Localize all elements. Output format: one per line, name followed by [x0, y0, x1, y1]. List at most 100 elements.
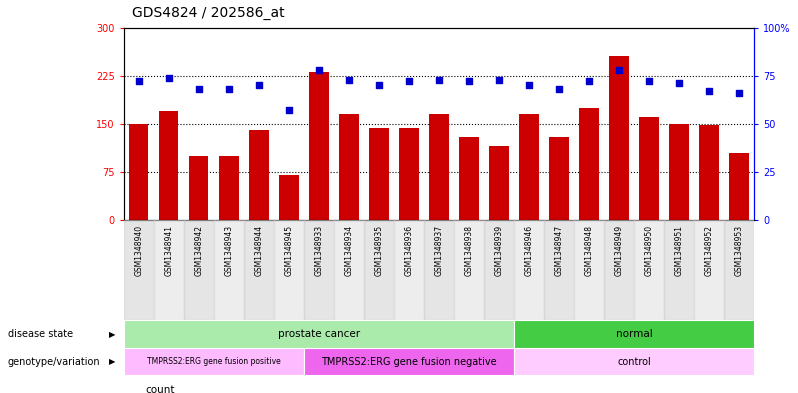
- Text: prostate cancer: prostate cancer: [278, 329, 360, 339]
- Text: GSM1348934: GSM1348934: [345, 225, 354, 276]
- Text: GSM1348935: GSM1348935: [374, 225, 383, 276]
- Bar: [309, 72, 329, 220]
- Text: count: count: [145, 385, 175, 393]
- Bar: [304, 348, 514, 375]
- Text: GSM1348939: GSM1348939: [495, 225, 504, 276]
- Bar: [634, 220, 664, 320]
- Bar: [609, 56, 629, 220]
- Point: [583, 78, 595, 84]
- Text: GSM1348950: GSM1348950: [645, 225, 654, 276]
- Text: GSM1348941: GSM1348941: [164, 225, 173, 276]
- Bar: [124, 220, 154, 320]
- Point: [342, 76, 355, 83]
- Bar: [369, 128, 389, 220]
- Point: [492, 76, 505, 83]
- Bar: [399, 128, 419, 220]
- Bar: [514, 348, 754, 375]
- Bar: [514, 220, 544, 320]
- Text: GSM1348936: GSM1348936: [405, 225, 413, 276]
- Bar: [459, 137, 479, 220]
- Bar: [664, 220, 694, 320]
- Point: [552, 86, 565, 92]
- Bar: [394, 220, 424, 320]
- Point: [132, 78, 145, 84]
- Text: TMPRSS2:ERG gene fusion positive: TMPRSS2:ERG gene fusion positive: [147, 357, 281, 366]
- Bar: [159, 111, 179, 220]
- Bar: [124, 320, 514, 348]
- Bar: [124, 348, 304, 375]
- Bar: [334, 220, 364, 320]
- Bar: [729, 152, 749, 220]
- Point: [613, 67, 626, 73]
- Point: [162, 74, 175, 81]
- Bar: [424, 220, 454, 320]
- Bar: [249, 130, 269, 220]
- Point: [673, 80, 685, 86]
- Text: GSM1348948: GSM1348948: [584, 225, 594, 276]
- Point: [192, 86, 205, 92]
- Text: GSM1348942: GSM1348942: [194, 225, 203, 276]
- Text: GSM1348937: GSM1348937: [434, 225, 444, 276]
- Bar: [274, 220, 304, 320]
- Bar: [339, 114, 358, 220]
- Bar: [579, 108, 598, 220]
- Text: normal: normal: [615, 329, 653, 339]
- Text: genotype/variation: genotype/variation: [8, 356, 101, 367]
- Point: [313, 67, 326, 73]
- Text: GDS4824 / 202586_at: GDS4824 / 202586_at: [132, 6, 284, 20]
- Text: GSM1348938: GSM1348938: [464, 225, 473, 276]
- Bar: [304, 220, 334, 320]
- Text: GSM1348943: GSM1348943: [224, 225, 233, 276]
- Text: GSM1348945: GSM1348945: [284, 225, 294, 276]
- Text: disease state: disease state: [8, 329, 73, 339]
- Bar: [604, 220, 634, 320]
- Bar: [694, 220, 724, 320]
- Bar: [429, 114, 448, 220]
- Point: [282, 107, 295, 114]
- Bar: [364, 220, 394, 320]
- Text: ▶: ▶: [109, 330, 116, 338]
- Bar: [724, 220, 754, 320]
- Bar: [519, 114, 539, 220]
- Bar: [279, 175, 298, 220]
- Text: control: control: [617, 356, 651, 367]
- Text: GSM1348947: GSM1348947: [555, 225, 563, 276]
- Text: GSM1348933: GSM1348933: [314, 225, 323, 276]
- Point: [433, 76, 445, 83]
- Text: GSM1348940: GSM1348940: [134, 225, 143, 276]
- Point: [373, 82, 385, 88]
- Text: GSM1348946: GSM1348946: [524, 225, 533, 276]
- Bar: [129, 124, 148, 220]
- Bar: [574, 220, 604, 320]
- Point: [733, 90, 745, 96]
- Bar: [489, 146, 508, 220]
- Text: GSM1348944: GSM1348944: [255, 225, 263, 276]
- Bar: [184, 220, 214, 320]
- Text: GSM1348949: GSM1348949: [614, 225, 623, 276]
- Text: TMPRSS2:ERG gene fusion negative: TMPRSS2:ERG gene fusion negative: [321, 356, 496, 367]
- Bar: [154, 220, 184, 320]
- Point: [252, 82, 265, 88]
- Bar: [243, 220, 274, 320]
- Bar: [544, 220, 574, 320]
- Point: [463, 78, 476, 84]
- Bar: [189, 156, 208, 220]
- Bar: [699, 125, 719, 220]
- Point: [223, 86, 235, 92]
- Point: [523, 82, 535, 88]
- Point: [703, 88, 716, 94]
- Text: GSM1348951: GSM1348951: [674, 225, 684, 276]
- Bar: [670, 124, 689, 220]
- Text: ▶: ▶: [109, 357, 116, 366]
- Bar: [454, 220, 484, 320]
- Point: [642, 78, 655, 84]
- Bar: [219, 156, 239, 220]
- Bar: [214, 220, 243, 320]
- Bar: [639, 118, 659, 220]
- Bar: [514, 320, 754, 348]
- Bar: [549, 137, 569, 220]
- Text: GSM1348952: GSM1348952: [705, 225, 713, 276]
- Point: [402, 78, 415, 84]
- Text: GSM1348953: GSM1348953: [735, 225, 744, 276]
- Bar: [484, 220, 514, 320]
